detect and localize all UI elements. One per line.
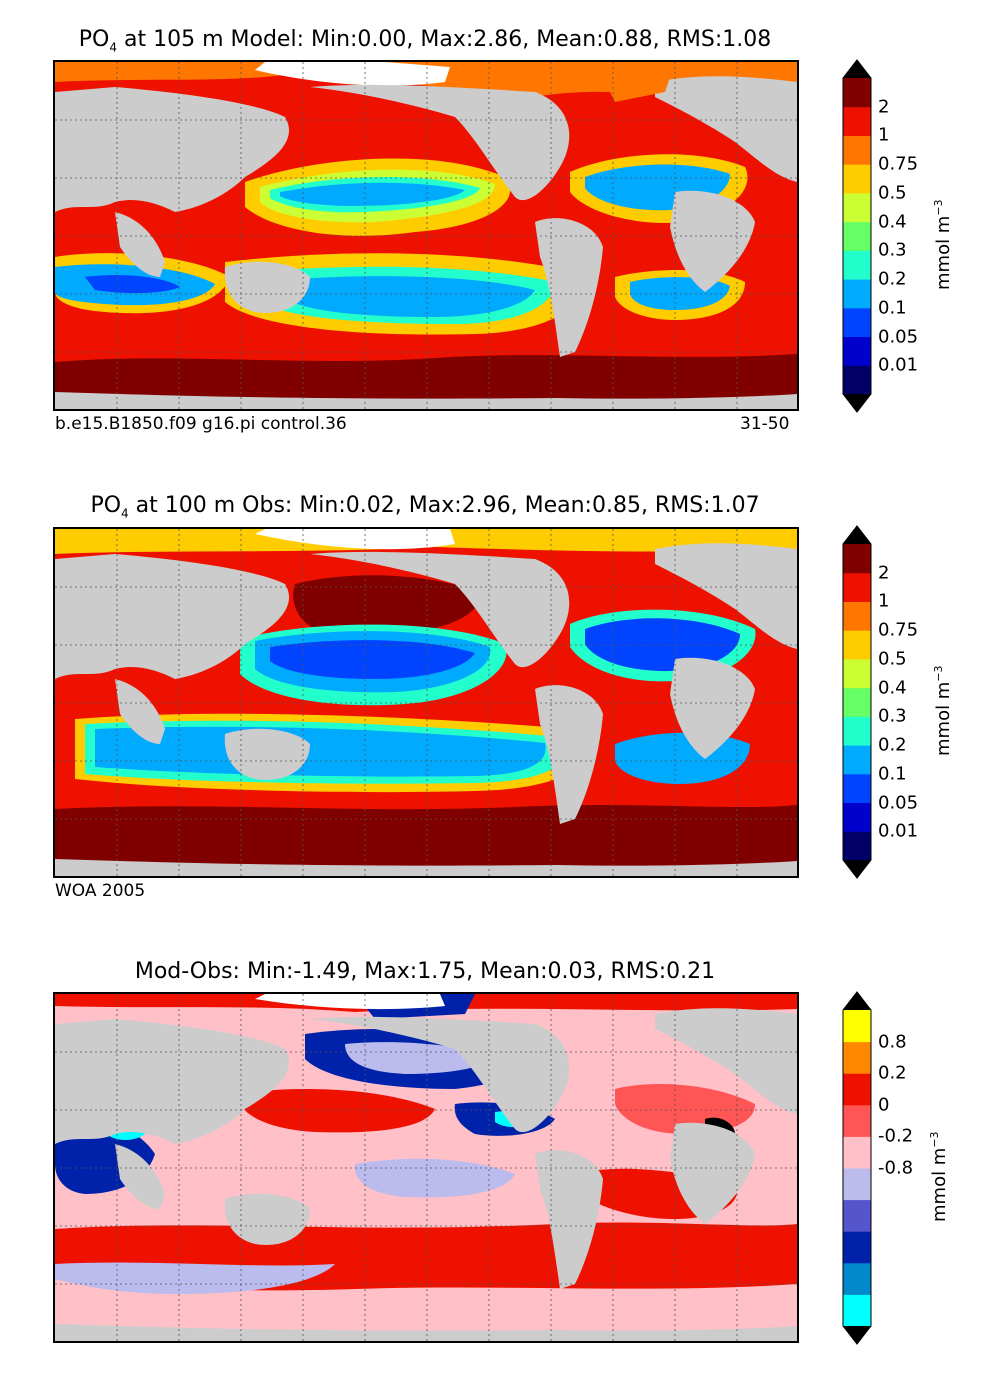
panel-1-colorbar-svg — [842, 59, 872, 413]
colorbar-tick-label: 0.75 — [878, 619, 919, 641]
colorbar-segment — [843, 279, 871, 309]
colorbar-top-arrow — [843, 526, 871, 544]
colorbar-tick-label: 0.2 — [878, 734, 907, 756]
colorbar-segment — [843, 250, 871, 280]
colorbar-tick-label: 0.8 — [878, 1031, 907, 1053]
difference-map — [53, 992, 799, 1343]
colorbar-segment — [843, 106, 871, 136]
colorbar-segment — [843, 1041, 871, 1074]
colorbar-tick-label: 0.01 — [878, 354, 919, 376]
colorbar-segment — [843, 164, 871, 194]
colorbar-segment — [843, 1010, 871, 1043]
colorbar-top-arrow — [843, 60, 871, 78]
panel-1-unit-label: mmol m−3 — [932, 199, 954, 290]
panel-1-colorbar — [842, 59, 872, 413]
colorbar-segment — [843, 630, 871, 660]
colorbar-segment — [843, 831, 871, 861]
colorbar-segment — [843, 221, 871, 251]
colorbar-tick-label: 2 — [878, 562, 890, 584]
colorbar-tick-label: 0.3 — [878, 239, 907, 261]
colorbar-tick-label: 1 — [878, 590, 890, 612]
panel-3-title: Mod-Obs: Min:-1.49, Max:1.75, Mean:0.03,… — [134, 959, 716, 984]
colorbar-bottom-arrow — [843, 394, 871, 412]
colorbar-segment — [843, 544, 871, 574]
colorbar-segment — [843, 745, 871, 775]
panel-2-source-label: WOA 2005 — [55, 881, 146, 901]
colorbar-tick-label: 2 — [878, 96, 890, 118]
panel-3-colorbar — [842, 991, 872, 1345]
colorbar-tick-label: 0.2 — [878, 268, 907, 290]
colorbar-segment — [843, 78, 871, 108]
colorbar-tick-label: 0.3 — [878, 705, 907, 727]
colorbar-segment — [843, 135, 871, 165]
colorbar-tick-label: 0.01 — [878, 820, 919, 842]
colorbar-tick-label: -0.8 — [878, 1157, 914, 1179]
colorbar-segment — [843, 1168, 871, 1201]
panel-2-unit-label: mmol m−3 — [932, 665, 954, 756]
colorbar-tick-label: 0.2 — [878, 1062, 907, 1084]
colorbar-segment — [843, 1104, 871, 1137]
panel-1-case-label: b.e15.B1850.f09 g16.pi control.36 — [55, 414, 347, 434]
obs-map — [53, 527, 799, 878]
colorbar-segment — [843, 1231, 871, 1264]
colorbar-segment — [843, 1136, 871, 1169]
colorbar-segment — [843, 658, 871, 689]
panel-3-unit-label: mmol m−3 — [928, 1131, 950, 1222]
colorbar-tick-label: 1 — [878, 124, 890, 146]
colorbar-tick-label: 0.5 — [878, 182, 907, 204]
model-map — [53, 60, 799, 411]
colorbar-tick-label: 0.4 — [878, 211, 907, 233]
colorbar-tick-label: 0.1 — [878, 763, 907, 785]
colorbar-segment — [843, 1262, 871, 1295]
colorbar-tick-label: 0.5 — [878, 648, 907, 670]
colorbar-segment — [843, 365, 871, 395]
panel-1-title: PO4 at 105 m Model: Min:0.00, Max:2.86, … — [78, 27, 772, 55]
colorbar-segment — [843, 687, 871, 717]
colorbar-frame — [842, 991, 872, 1345]
colorbar-frame — [842, 59, 872, 413]
colorbar-tick-label: 0.1 — [878, 297, 907, 319]
colorbar-tick-label: 0.75 — [878, 153, 919, 175]
colorbar-segment — [843, 336, 871, 366]
colorbar-segment — [843, 773, 871, 804]
colorbar-segment — [843, 1199, 871, 1232]
colorbar-segment — [843, 716, 871, 746]
colorbar-bottom-arrow — [843, 1326, 871, 1344]
colorbar-tick-label: -0.2 — [878, 1125, 914, 1147]
colorbar-tick-label: 0.05 — [878, 792, 919, 814]
colorbar-tick-label: 0.4 — [878, 677, 907, 699]
colorbar-segment — [843, 192, 871, 223]
colorbar-segment — [843, 802, 871, 832]
colorbar-segment — [843, 1294, 871, 1327]
colorbar-segment — [843, 601, 871, 631]
colorbar-bottom-arrow — [843, 860, 871, 878]
panel-1-years-label: 31-50 — [740, 414, 790, 434]
colorbar-segment — [843, 1073, 871, 1106]
panel-3-colorbar-svg — [842, 991, 872, 1345]
colorbar-frame — [842, 525, 872, 879]
colorbar-segment — [843, 307, 871, 338]
panel-2-colorbar — [842, 525, 872, 879]
panel-2-colorbar-svg — [842, 525, 872, 879]
colorbar-top-arrow — [843, 992, 871, 1010]
colorbar-tick-label: 0 — [878, 1094, 890, 1116]
colorbar-segment — [843, 572, 871, 602]
panel-2-title: PO4 at 100 m Obs: Min:0.02, Max:2.96, Me… — [90, 493, 760, 521]
colorbar-tick-label: 0.05 — [878, 326, 919, 348]
